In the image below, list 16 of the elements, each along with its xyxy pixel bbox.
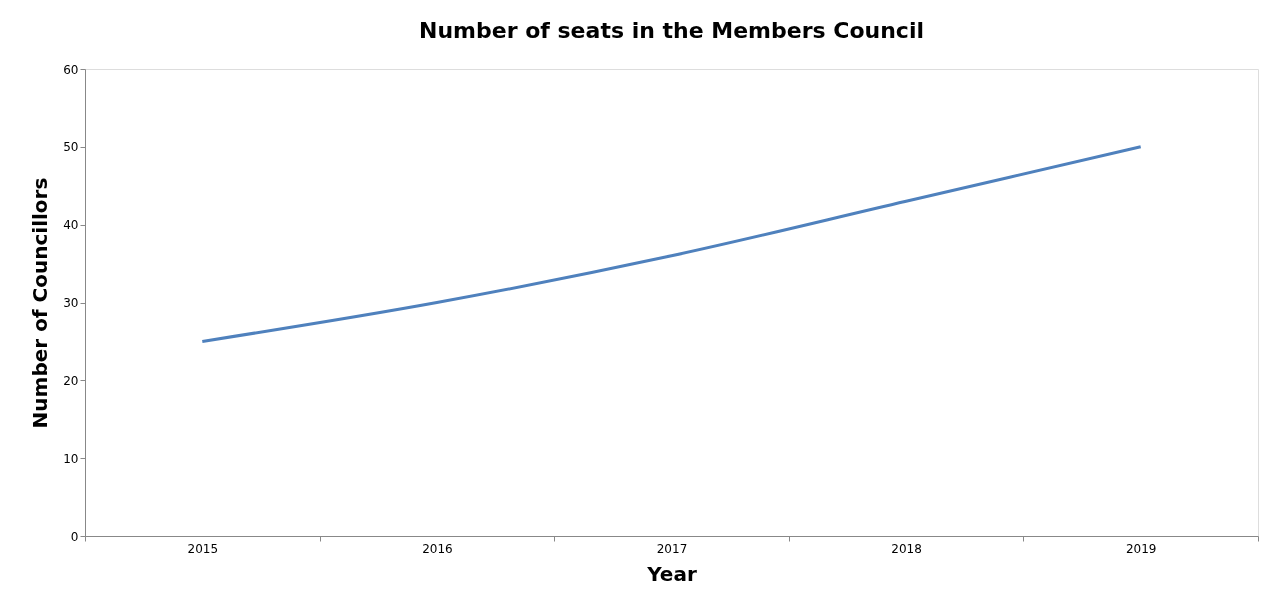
x-tick-label: 2019 <box>1125 541 1157 556</box>
y-tick-label: 20 <box>63 373 79 388</box>
x-tick-label: 2016 <box>422 541 453 556</box>
y-tick-label: 40 <box>63 218 79 233</box>
y-tick-label: 60 <box>63 62 79 77</box>
x-tick-label: 2017 <box>656 541 688 556</box>
y-tick-label: 10 <box>63 451 79 466</box>
chart-title: Number of seats in the Members Council <box>419 18 924 43</box>
y-tick-label: 0 <box>70 529 79 544</box>
y-tick-label: 50 <box>63 140 79 155</box>
y-axis-title: Number of Councillors <box>28 177 53 429</box>
x-axis-title: Year <box>646 561 697 586</box>
y-tick-label: 30 <box>63 296 79 310</box>
x-tick-label: 2015 <box>187 541 219 556</box>
x-tick-label: 2018 <box>891 541 922 556</box>
line-series <box>200 145 1143 343</box>
